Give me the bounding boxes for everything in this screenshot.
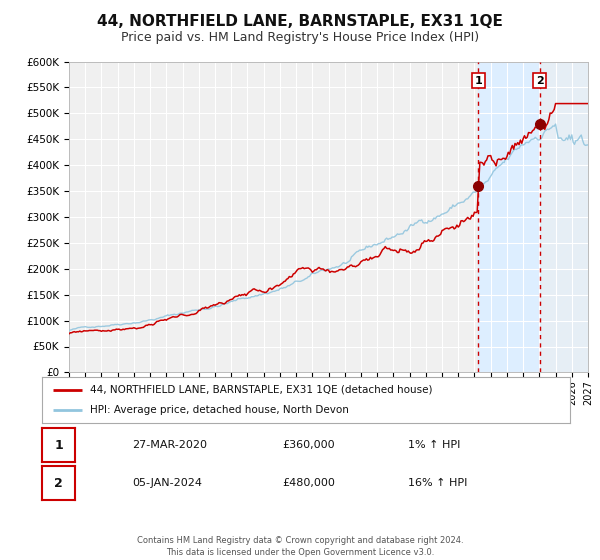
- Text: 1: 1: [54, 438, 63, 452]
- Bar: [539, 62, 588, 372]
- Text: 44, NORTHFIELD LANE, BARNSTAPLE, EX31 1QE: 44, NORTHFIELD LANE, BARNSTAPLE, EX31 1Q…: [97, 14, 503, 29]
- Text: 1% ↑ HPI: 1% ↑ HPI: [408, 440, 460, 450]
- Text: £360,000: £360,000: [282, 440, 335, 450]
- Text: Contains HM Land Registry data © Crown copyright and database right 2024.
This d: Contains HM Land Registry data © Crown c…: [137, 536, 463, 557]
- Text: 44, NORTHFIELD LANE, BARNSTAPLE, EX31 1QE (detached house): 44, NORTHFIELD LANE, BARNSTAPLE, EX31 1Q…: [89, 385, 432, 395]
- Text: HPI: Average price, detached house, North Devon: HPI: Average price, detached house, Nort…: [89, 405, 349, 415]
- Bar: [539, 62, 588, 372]
- Bar: [478, 62, 539, 372]
- Text: £480,000: £480,000: [282, 478, 335, 488]
- Text: 1: 1: [475, 76, 482, 86]
- Text: 27-MAR-2020: 27-MAR-2020: [132, 440, 207, 450]
- Text: 05-JAN-2024: 05-JAN-2024: [132, 478, 202, 488]
- Text: 2: 2: [54, 477, 63, 490]
- Text: 2: 2: [536, 76, 544, 86]
- Text: 16% ↑ HPI: 16% ↑ HPI: [408, 478, 467, 488]
- Text: Price paid vs. HM Land Registry's House Price Index (HPI): Price paid vs. HM Land Registry's House …: [121, 31, 479, 44]
